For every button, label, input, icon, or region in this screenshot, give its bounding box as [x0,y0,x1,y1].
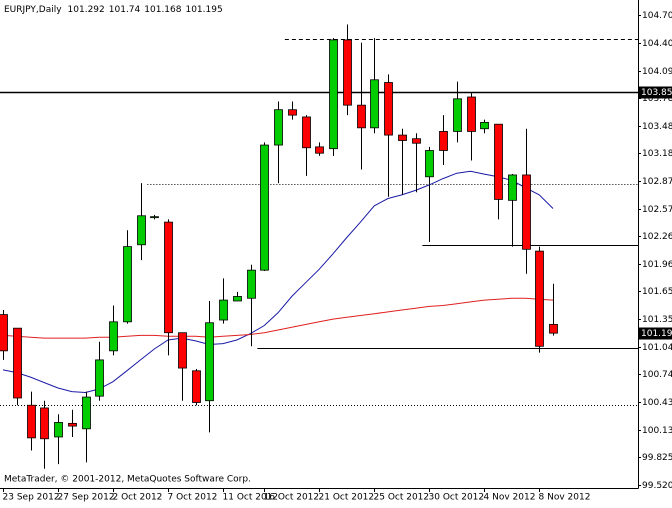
moving-average [2,297,554,339]
y-tick-label: 103.180 [642,149,672,159]
x-tick-label: 30 Oct 2012 [429,493,485,503]
y-tick-label: 101.960 [642,260,672,270]
y-tick-label: 101.350 [642,315,672,325]
price-label-box [638,327,672,340]
candle-body [137,215,146,246]
candle-body [219,299,228,321]
candle-body [54,422,63,438]
open-value: 101.292 [68,5,105,15]
y-tick-label: 102.875 [642,177,672,187]
y-tick-label: 102.265 [642,232,672,242]
x-tick-label: 23 Sep 2012 [3,493,60,503]
candle-body [40,407,49,440]
high-value: 101.74 [109,5,141,15]
candle-body [274,109,283,146]
close-value: 101.195 [185,5,222,15]
candle-body [522,174,531,250]
candle-body [164,221,173,334]
candle-body [535,250,544,347]
level-label-box [638,86,672,99]
y-tick-label: 99.825 [642,453,672,463]
y-tick-label: 103.480 [642,122,672,132]
candle-body [549,323,558,334]
candle-body [329,39,338,150]
candle-body [288,109,297,116]
candle-body [302,116,311,149]
candle-body [150,216,159,219]
candle-body [425,150,434,178]
candle-body [453,98,462,132]
candle-body [343,39,352,106]
candle-body [260,144,269,271]
chart-title: EURJPY,Daily [4,5,62,15]
candle-body [27,404,36,439]
candle-body [480,121,489,130]
x-tick-label: 27 Sep 2012 [58,493,115,503]
price-label: 101.195 [641,329,672,339]
chart-header: EURJPY,Daily 101.292 101.74 101.168 101.195 [4,5,223,15]
candle-body [357,104,366,129]
y-tick-label: 100.740 [642,370,672,380]
candle-body [192,370,201,403]
candle-body [109,321,118,352]
low-value: 101.168 [144,5,181,15]
x-tick-label: 21 Oct 2012 [319,493,375,503]
x-tick-label: 25 Oct 2012 [374,493,430,503]
plot-area [0,24,638,469]
candle-body [439,131,448,151]
x-tick-label: 4 Nov 2012 [484,493,536,503]
y-tick-label: 103.785 [642,94,672,104]
y-tick-label: 101.045 [642,343,672,353]
level-label: 103.858 [641,88,672,98]
candle-body [68,422,77,427]
candle-body [384,82,393,136]
y-tick-label: 104.400 [642,39,672,49]
x-tick-label: 7 Oct 2012 [168,493,218,503]
y-tick-label: 102.570 [642,205,672,215]
y-tick-label: 101.655 [642,287,672,297]
candle-body [178,332,187,369]
candle-body [82,396,91,430]
moving-average [2,170,554,394]
candle-body [233,296,242,302]
y-tick-label: 99.520 [642,481,672,491]
candle-body [370,79,379,129]
x-tick-label: 16 Oct 2012 [264,493,320,503]
candle-body [0,314,8,352]
y-tick-label: 104.090 [642,67,672,77]
y-tick-label: 104.705 [642,11,672,21]
candle-body [412,138,421,144]
x-tick-label: 11 Oct 2012 [223,493,279,503]
candle-body [123,246,132,323]
footer: MetaTrader, © 2001-2012, MetaQuotes Soft… [4,475,251,485]
candle-body [205,322,214,402]
x-tick-label: 8 Nov 2012 [539,493,591,503]
candle-body [398,134,407,141]
candle-body [95,359,104,397]
candle-body [494,123,503,200]
candle-body [467,96,476,132]
candle-body [247,269,256,299]
candle-body [13,327,22,399]
x-tick-label: 2 Oct 2012 [113,493,163,503]
y-tick-label: 100.130 [642,426,672,436]
candle-body [315,146,324,154]
y-tick-label: 100.435 [642,398,672,408]
candle-body [508,174,517,201]
